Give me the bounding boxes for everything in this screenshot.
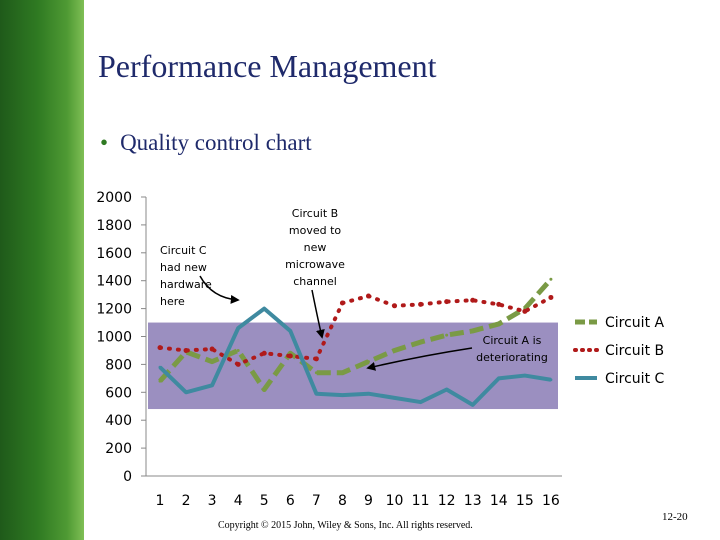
data-point xyxy=(418,301,424,307)
data-point xyxy=(393,348,397,352)
x-tick-label: 12 xyxy=(438,493,456,509)
data-point xyxy=(548,294,554,300)
data-point xyxy=(419,400,423,404)
y-tick-label: 600 xyxy=(105,385,132,401)
legend-label: Circuit A xyxy=(605,315,665,331)
data-point xyxy=(184,390,188,394)
data-point xyxy=(522,308,528,314)
data-point xyxy=(158,379,162,383)
series-line-circuit-c xyxy=(158,306,552,407)
data-point xyxy=(497,322,501,326)
data-point xyxy=(288,329,292,333)
x-tick-label: 14 xyxy=(490,493,508,509)
copyright-text: Copyright © 2015 John, Wiley & Sons, Inc… xyxy=(218,520,473,531)
annotation-text-a: deteriorating xyxy=(476,351,548,364)
data-point xyxy=(340,393,344,397)
annotation-arrow-c xyxy=(199,275,240,304)
slide-title: Performance Management xyxy=(98,48,437,84)
series-line-circuit-b xyxy=(158,294,553,367)
data-point xyxy=(157,345,163,351)
bullet-item: • Quality control chart xyxy=(100,130,312,156)
x-tick-label: 15 xyxy=(516,493,534,509)
x-tick-label: 4 xyxy=(234,493,243,509)
bullet-text: Quality control chart xyxy=(120,130,312,155)
data-point xyxy=(314,371,318,375)
data-point xyxy=(209,346,215,352)
data-point xyxy=(287,353,293,359)
annotation-text-b: new xyxy=(304,241,327,254)
data-point xyxy=(549,378,553,382)
x-tick-label: 8 xyxy=(338,493,347,509)
data-point xyxy=(470,297,476,303)
x-tick-label: 5 xyxy=(260,493,269,509)
y-tick-label: 200 xyxy=(105,441,132,457)
annotation-text-c: Circuit C xyxy=(160,244,207,257)
data-point xyxy=(366,360,370,364)
data-point xyxy=(445,333,449,337)
annotation-text-b: moved to xyxy=(289,224,342,237)
data-point xyxy=(496,301,502,307)
data-point xyxy=(340,371,344,375)
data-point xyxy=(366,392,370,396)
data-point xyxy=(471,403,475,407)
x-tick-label: 11 xyxy=(412,493,430,509)
x-tick-label: 2 xyxy=(182,493,191,509)
y-tick-label: 1400 xyxy=(96,274,132,290)
data-point xyxy=(523,374,527,378)
y-tick-label: 0 xyxy=(123,469,132,485)
x-tick-label: 10 xyxy=(386,493,404,509)
annotation-text-c: here xyxy=(160,295,185,308)
x-tick-label: 3 xyxy=(208,493,217,509)
data-point xyxy=(210,383,214,387)
x-tick-label: 13 xyxy=(464,493,482,509)
y-tick-label: 1800 xyxy=(96,218,132,234)
x-tick-label: 6 xyxy=(286,493,295,509)
annotation-text-a: Circuit A is xyxy=(483,334,542,347)
x-tick-label: 9 xyxy=(364,493,373,509)
y-tick-label: 1000 xyxy=(96,330,132,346)
x-tick-label: 1 xyxy=(156,493,165,509)
data-point xyxy=(314,392,318,396)
data-point xyxy=(210,360,214,364)
data-point xyxy=(549,277,553,281)
data-point xyxy=(236,326,240,330)
annotation-arrow-a xyxy=(366,347,473,371)
data-point xyxy=(262,388,266,392)
y-tick-label: 400 xyxy=(105,413,132,429)
data-point xyxy=(183,347,189,353)
annotation-text-b: microwave xyxy=(285,258,345,271)
green-side-bar xyxy=(0,0,84,540)
x-tick-label: 16 xyxy=(542,493,560,509)
data-point xyxy=(445,388,449,392)
data-point xyxy=(158,365,162,369)
annotation-text-c: had new xyxy=(160,261,207,274)
annotation-arrow-b xyxy=(311,289,325,339)
data-point xyxy=(393,396,397,400)
annotation-text-c: hardware xyxy=(160,278,212,291)
data-point xyxy=(313,356,319,362)
data-point xyxy=(339,300,345,306)
data-point xyxy=(235,361,241,367)
annotation-text-b: Circuit B xyxy=(292,207,338,220)
y-tick-label: 2000 xyxy=(96,190,132,206)
data-point xyxy=(444,299,450,305)
y-tick-label: 1600 xyxy=(96,246,132,262)
x-tick-label: 7 xyxy=(312,493,321,509)
data-point xyxy=(261,350,267,356)
data-point xyxy=(236,348,240,352)
annotation-text-b: channel xyxy=(293,275,337,288)
data-point xyxy=(392,303,398,309)
data-point xyxy=(419,340,423,344)
data-point xyxy=(262,307,266,311)
y-tick-label: 800 xyxy=(105,357,132,373)
data-point xyxy=(471,329,475,333)
bullet-dot-icon: • xyxy=(100,130,109,155)
data-point xyxy=(365,293,371,299)
legend-label: Circuit B xyxy=(605,343,664,359)
legend-label: Circuit C xyxy=(605,371,665,387)
page-number: 12-20 xyxy=(662,511,688,523)
data-point xyxy=(497,376,501,380)
y-tick-label: 1200 xyxy=(96,302,132,318)
